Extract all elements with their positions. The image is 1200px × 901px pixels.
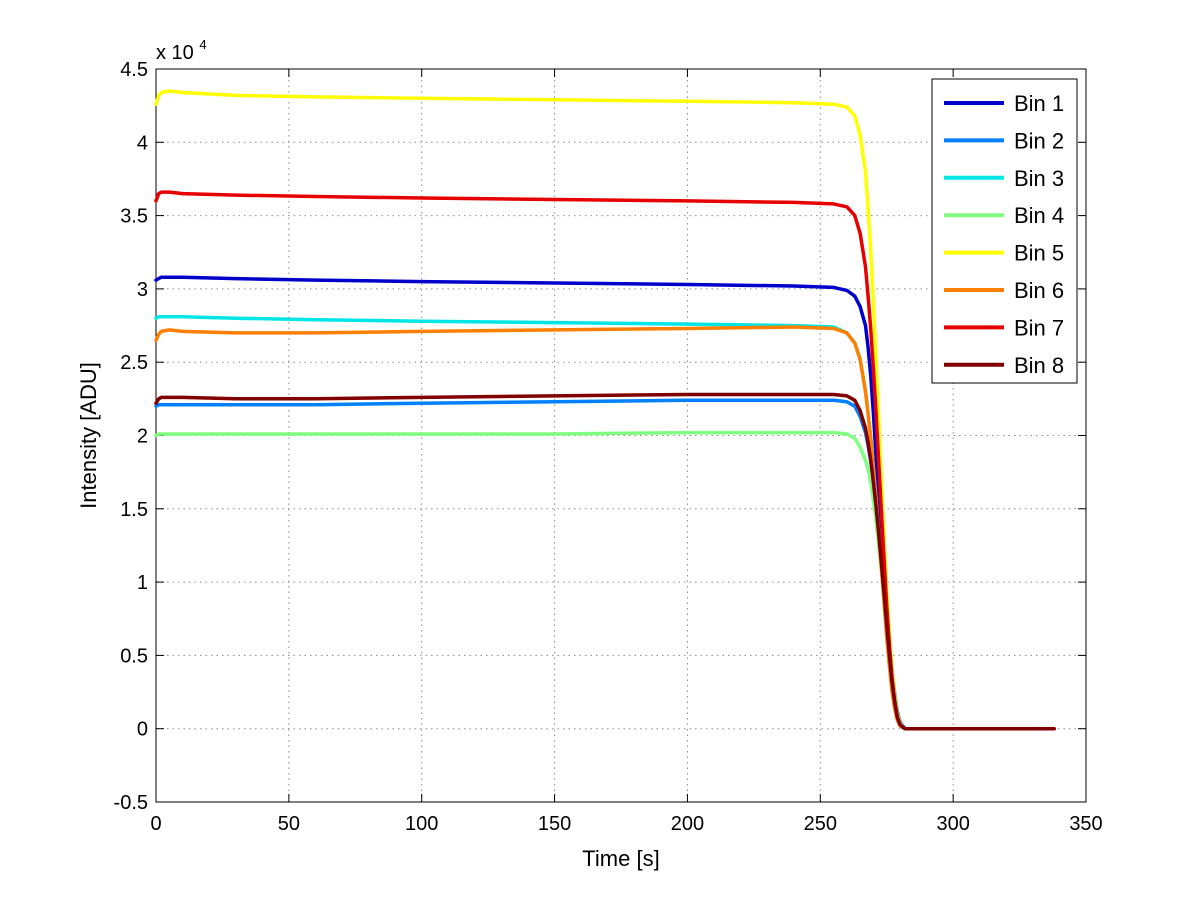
y-tick-label: 2.5 — [120, 352, 148, 374]
x-tick-label: 200 — [671, 813, 704, 835]
y-tick-label: 1.5 — [120, 499, 148, 521]
series-line-bin-8 — [154, 392, 1056, 731]
y-tick-label: 2 — [137, 426, 148, 448]
y-tick-label: 0 — [137, 719, 148, 741]
y-tick-label: 0.5 — [120, 645, 148, 667]
x-axis-label: Time [s] — [582, 846, 659, 871]
axis-labels: Time [s] Intensity [ADU] x 10 4 — [76, 37, 660, 871]
x-tick-label: 150 — [538, 813, 571, 835]
legend-label-bin-7: Bin 7 — [1014, 315, 1064, 340]
series-lines — [154, 89, 1056, 731]
legend-label-bin-5: Bin 5 — [1014, 241, 1064, 266]
y-axis-label: Intensity [ADU] — [76, 362, 101, 509]
x-tick-label: 300 — [936, 813, 969, 835]
y-exponent-prefix: x 10 — [156, 42, 194, 64]
x-tick-label: 0 — [150, 813, 161, 835]
legend-box — [931, 78, 1078, 384]
y-tick-label: 3.5 — [120, 206, 148, 228]
legend-label-bin-6: Bin 6 — [1014, 278, 1064, 303]
y-exponent-power: 4 — [199, 37, 206, 52]
axis-ticks: 0 50 100 150 200 250 300 350-0.500.511.522.533.… — [114, 59, 1103, 835]
x-tick-label: 100 — [405, 813, 438, 835]
y-tick-label: 4 — [137, 132, 148, 154]
y-tick-label: 3 — [137, 279, 148, 301]
legend-label-bin-2: Bin 2 — [1014, 128, 1064, 153]
y-tick-label: 1 — [137, 572, 148, 594]
legend: Bin 1 Bin 2 Bin 3 Bin 4 Bin 5 Bin 6 Bin 7 Bin 8 — [931, 78, 1078, 384]
legend-label-bin-8: Bin 8 — [1014, 353, 1064, 378]
legend-label-bin-4: Bin 4 — [1014, 203, 1064, 228]
legend-label-bin-1: Bin 1 — [1014, 91, 1064, 116]
x-tick-label: 50 — [278, 813, 300, 835]
y-tick-label: -0.5 — [114, 792, 148, 814]
y-axis-exponent: x 10 4 — [156, 37, 207, 64]
x-tick-label: 250 — [804, 813, 837, 835]
x-tick-label: 350 — [1069, 813, 1102, 835]
y-tick-label: 4.5 — [120, 59, 148, 81]
legend-label-bin-3: Bin 3 — [1014, 166, 1064, 191]
